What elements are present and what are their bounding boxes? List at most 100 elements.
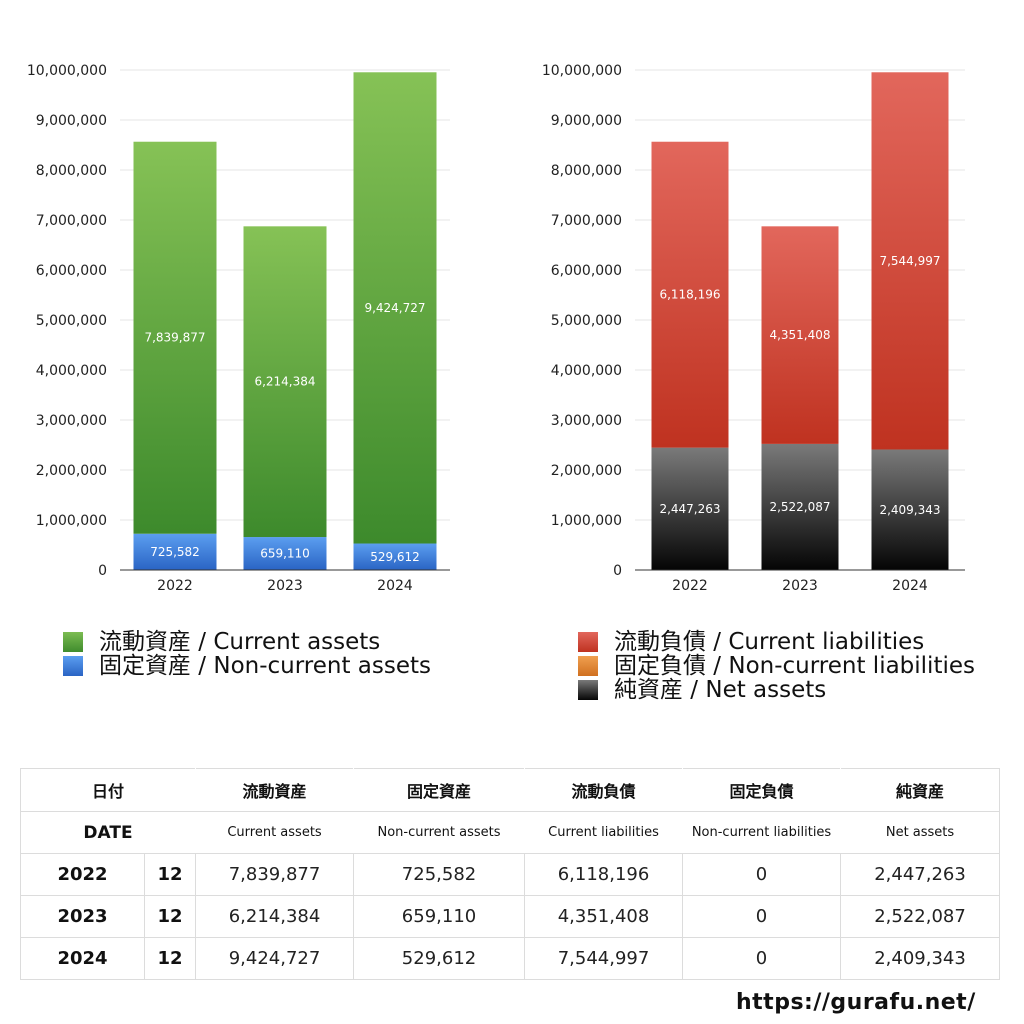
row-month: 12 bbox=[143, 895, 197, 938]
header-current-liabilities-jp: 流動負債 bbox=[524, 768, 684, 812]
bar-net-assets bbox=[871, 449, 949, 570]
table-row: 2024 12 9,424,727 529,612 7,544,997 0 2,… bbox=[20, 937, 1001, 980]
y-tick-label: 0 bbox=[98, 563, 107, 579]
cell-net-assets: 2,522,087 bbox=[840, 895, 1001, 938]
cell-current-liabilities: 7,544,997 bbox=[524, 937, 684, 980]
legend-label: 固定資産 / Non-current assets bbox=[99, 653, 432, 679]
legend-label: 流動資産 / Current assets bbox=[99, 629, 381, 655]
data-label: 7,544,997 bbox=[879, 254, 940, 268]
x-tick-label: 2023 bbox=[782, 578, 818, 594]
y-tick-label: 8,000,000 bbox=[36, 163, 107, 179]
header-net-assets-en: Net assets bbox=[840, 811, 1001, 854]
data-label: 659,110 bbox=[260, 547, 310, 561]
legend-label: 流動負債 / Current liabilities bbox=[614, 629, 925, 655]
row-month: 12 bbox=[143, 853, 197, 896]
y-tick-label: 8,000,000 bbox=[551, 163, 622, 179]
legend-swatch bbox=[578, 656, 598, 676]
bar-non-current-assets bbox=[353, 543, 437, 570]
x-tick-label: 2022 bbox=[672, 578, 708, 594]
bar-current-liabilities bbox=[871, 72, 949, 450]
data-label: 2,409,343 bbox=[879, 503, 940, 517]
y-tick-label: 1,000,000 bbox=[551, 513, 622, 529]
data-label: 7,839,877 bbox=[144, 331, 205, 345]
header-current-liabilities-en: Current liabilities bbox=[524, 811, 684, 854]
bar-current-assets bbox=[353, 72, 437, 544]
cell-non-current-assets: 725,582 bbox=[353, 853, 526, 896]
x-tick-label: 2024 bbox=[892, 578, 928, 594]
table-header-en: DATE Current assets Non-current assets C… bbox=[19, 811, 1001, 854]
row-year: 2024 bbox=[20, 937, 145, 980]
data-label: 529,612 bbox=[370, 550, 420, 564]
header-date-jp: 日付 bbox=[19, 768, 197, 812]
assets-legend: 流動資産 / Current assets 固定資産 / Non-current… bbox=[63, 630, 431, 678]
header-non-current-liabilities-jp: 固定負債 bbox=[682, 768, 842, 812]
legend-item-current-assets: 流動資産 / Current assets bbox=[63, 630, 431, 654]
cell-current-liabilities: 6,118,196 bbox=[524, 853, 684, 896]
data-label: 6,118,196 bbox=[659, 288, 720, 302]
bar-net-assets bbox=[651, 447, 729, 570]
y-tick-label: 4,000,000 bbox=[551, 363, 622, 379]
cell-current-assets: 7,839,877 bbox=[195, 853, 355, 896]
cell-non-current-liabilities: 0 bbox=[682, 937, 842, 980]
cell-current-assets: 6,214,384 bbox=[195, 895, 355, 938]
table-header-jp: 日付 流動資産 固定資産 流動負債 固定負債 純資産 bbox=[19, 768, 1001, 812]
bar-current-assets bbox=[243, 226, 327, 538]
row-year: 2022 bbox=[20, 853, 145, 896]
liabilities-chart: 0 1,000,000 2,000,000 3,000,000 4,000,000 5,0… bbox=[542, 63, 965, 594]
y-tick-label: 7,000,000 bbox=[551, 213, 622, 229]
y-tick-label: 0 bbox=[613, 563, 622, 579]
liabilities-legend: 流動負債 / Current liabilities 固定負債 / Non-cu… bbox=[578, 630, 975, 702]
y-tick-label: 1,000,000 bbox=[36, 513, 107, 529]
cell-non-current-assets: 529,612 bbox=[353, 937, 526, 980]
cell-net-assets: 2,447,263 bbox=[840, 853, 1001, 896]
x-tick-label: 2022 bbox=[157, 578, 193, 594]
data-label: 9,424,727 bbox=[364, 301, 425, 315]
header-non-current-assets-jp: 固定資産 bbox=[353, 768, 526, 812]
legend-swatch bbox=[63, 632, 83, 652]
legend-swatch bbox=[578, 680, 598, 700]
header-non-current-assets-en: Non-current assets bbox=[353, 811, 526, 854]
legend-swatch bbox=[578, 632, 598, 652]
row-month: 12 bbox=[143, 937, 197, 980]
data-label: 725,582 bbox=[150, 545, 200, 559]
charts-area: 0 1,000,000 2,000,000 3,000,000 4,000,000 5,0… bbox=[27, 63, 965, 594]
y-tick-label: 3,000,000 bbox=[36, 413, 107, 429]
table-row: 2023 12 6,214,384 659,110 4,351,408 0 2,… bbox=[20, 895, 1001, 938]
cell-non-current-liabilities: 0 bbox=[682, 853, 842, 896]
header-current-assets-en: Current assets bbox=[195, 811, 355, 854]
legend-item-non-current-liabilities: 固定負債 / Non-current liabilities bbox=[578, 654, 975, 678]
data-label: 2,447,263 bbox=[659, 502, 720, 516]
bar-net-assets bbox=[761, 443, 839, 570]
y-tick-label: 4,000,000 bbox=[36, 363, 107, 379]
legend-label: 固定負債 / Non-current liabilities bbox=[614, 653, 975, 679]
header-current-assets-jp: 流動資産 bbox=[195, 768, 355, 812]
cell-current-assets: 9,424,727 bbox=[195, 937, 355, 980]
balance-sheet-table: 日付 流動資産 固定資産 流動負債 固定負債 純資産 DATE Current … bbox=[19, 768, 1001, 980]
legend-item-current-liabilities: 流動負債 / Current liabilities bbox=[578, 630, 975, 654]
site-url: https://gurafu.net/ bbox=[736, 990, 976, 1015]
data-label: 6,214,384 bbox=[254, 375, 315, 389]
y-tick-label: 5,000,000 bbox=[36, 313, 107, 329]
cell-current-liabilities: 4,351,408 bbox=[524, 895, 684, 938]
bar-current-liabilities bbox=[761, 226, 839, 444]
y-tick-label: 6,000,000 bbox=[36, 263, 107, 279]
bar-non-current-assets bbox=[243, 537, 327, 570]
data-label: 2,522,087 bbox=[769, 500, 830, 514]
y-tick-label: 7,000,000 bbox=[36, 213, 107, 229]
header-net-assets-jp: 純資産 bbox=[840, 768, 1001, 812]
cell-non-current-assets: 659,110 bbox=[353, 895, 526, 938]
y-tick-label: 2,000,000 bbox=[551, 463, 622, 479]
y-tick-label: 2,000,000 bbox=[36, 463, 107, 479]
legend-label: 純資産 / Net assets bbox=[614, 677, 827, 703]
row-year: 2023 bbox=[20, 895, 145, 938]
bar-current-liabilities bbox=[651, 141, 729, 448]
y-tick-label: 10,000,000 bbox=[27, 63, 107, 79]
header-non-current-liabilities-en: Non-current liabilities bbox=[682, 811, 842, 854]
y-tick-label: 10,000,000 bbox=[542, 63, 622, 79]
x-tick-label: 2023 bbox=[267, 578, 303, 594]
legend-item-net-assets: 純資産 / Net assets bbox=[578, 678, 975, 702]
y-tick-label: 9,000,000 bbox=[36, 113, 107, 129]
table-row: 2022 12 7,839,877 725,582 6,118,196 0 2,… bbox=[20, 853, 1001, 896]
y-tick-label: 9,000,000 bbox=[551, 113, 622, 129]
bar-non-current-assets bbox=[133, 533, 217, 570]
